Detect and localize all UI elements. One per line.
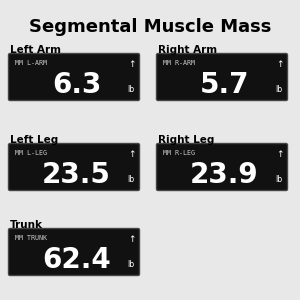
Text: 62.4: 62.4 bbox=[42, 246, 111, 274]
Text: ↑: ↑ bbox=[128, 150, 136, 159]
Text: 5.7: 5.7 bbox=[200, 71, 249, 99]
Text: 23.5: 23.5 bbox=[42, 161, 111, 189]
Text: lb: lb bbox=[128, 176, 135, 184]
FancyBboxPatch shape bbox=[157, 53, 287, 100]
Text: 23.9: 23.9 bbox=[190, 161, 259, 189]
FancyBboxPatch shape bbox=[8, 229, 140, 275]
Text: MM R-LEG: MM R-LEG bbox=[163, 150, 195, 156]
Text: 6.3: 6.3 bbox=[52, 71, 101, 99]
FancyBboxPatch shape bbox=[8, 53, 140, 100]
Text: ↑: ↑ bbox=[128, 235, 136, 244]
Text: MM TRUNK: MM TRUNK bbox=[15, 235, 47, 241]
Text: MM R-ARM: MM R-ARM bbox=[163, 60, 195, 66]
FancyBboxPatch shape bbox=[8, 143, 140, 190]
Text: ↑: ↑ bbox=[276, 60, 284, 69]
Text: Left Leg: Left Leg bbox=[10, 135, 58, 145]
Text: MM L-ARM: MM L-ARM bbox=[15, 60, 47, 66]
Text: Right Arm: Right Arm bbox=[158, 45, 217, 55]
Text: Segmental Muscle Mass: Segmental Muscle Mass bbox=[29, 18, 271, 36]
Text: Trunk: Trunk bbox=[10, 220, 43, 230]
FancyBboxPatch shape bbox=[157, 143, 287, 190]
Text: Right Leg: Right Leg bbox=[158, 135, 214, 145]
Text: lb: lb bbox=[275, 85, 283, 94]
Text: ↑: ↑ bbox=[276, 150, 284, 159]
Text: MM L-LEG: MM L-LEG bbox=[15, 150, 47, 156]
Text: lb: lb bbox=[275, 176, 283, 184]
Text: lb: lb bbox=[128, 260, 135, 269]
Text: Left Arm: Left Arm bbox=[10, 45, 61, 55]
Text: lb: lb bbox=[128, 85, 135, 94]
Text: ↑: ↑ bbox=[128, 60, 136, 69]
